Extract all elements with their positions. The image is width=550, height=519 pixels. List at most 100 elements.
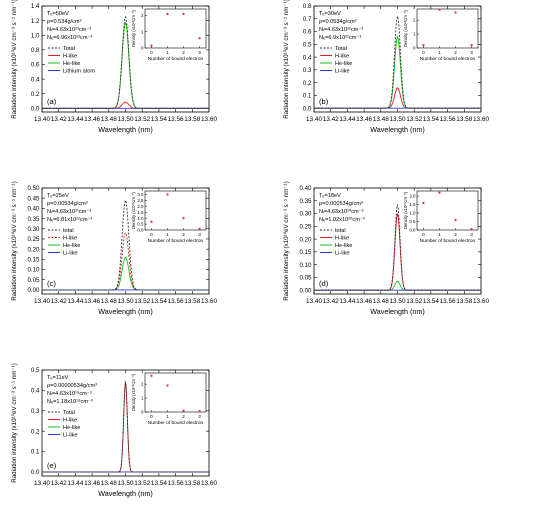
y-tick-label: 1.2 xyxy=(31,18,40,25)
param-text: Nₑ=6.81x10²¹cm⁻³ xyxy=(47,217,92,223)
x-tick-label: 13.44 xyxy=(67,116,83,123)
y-axis-label: Radiation intensity (x10¹⁰eV cm⁻³ s⁻¹ nm… xyxy=(11,0,18,119)
inset-x-tick-label: 2 xyxy=(182,414,185,419)
param-text: Nₑ=1.02x10²⁰cm⁻³ xyxy=(319,216,365,223)
y-tick-label: 0.50 xyxy=(27,185,40,192)
x-tick-label: 13.44 xyxy=(339,298,355,305)
x-tick-label: 13.58 xyxy=(456,116,472,123)
inset-y-tick-label: 2 xyxy=(141,13,144,18)
x-tick-label: 13.48 xyxy=(101,298,117,305)
x-tick-label: 13.48 xyxy=(101,116,117,123)
legend-label: Li-like xyxy=(63,433,78,439)
inset-x-tick-label: 3 xyxy=(470,232,473,237)
inset-frame xyxy=(144,372,207,413)
legend-label: He-like xyxy=(63,243,80,249)
inset-data-point xyxy=(182,217,185,220)
y-axis-label: Radiation intensity (x10¹⁰eV cm⁻³ s⁻¹ nm… xyxy=(11,181,18,301)
inset-x-axis-label: Number of bound electron xyxy=(148,420,204,426)
x-tick-label: 13.52 xyxy=(406,298,422,305)
x-tick-label: 13.60 xyxy=(201,298,217,305)
panel-label: (b) xyxy=(319,97,329,106)
inset-y-axis-label: Density (x10²²cm⁻³) xyxy=(403,10,408,47)
inset-data-point xyxy=(166,384,169,387)
inset-data-point xyxy=(198,227,201,230)
y-tick-label: 0.0 xyxy=(303,105,312,112)
series-line xyxy=(314,280,481,291)
x-tick-label: 13.50 xyxy=(390,298,406,305)
y-tick-label: 0.30 xyxy=(27,226,40,233)
x-tick-label: 13.54 xyxy=(151,298,167,305)
x-tick-label: 13.48 xyxy=(101,480,117,487)
inset-data-point xyxy=(150,220,153,223)
inset-frame xyxy=(416,8,479,49)
inset-data-point xyxy=(454,218,457,221)
y-tick-label: 0.00 xyxy=(299,287,312,294)
x-tick-label: 13.50 xyxy=(118,480,134,487)
x-tick-label: 13.60 xyxy=(201,116,217,123)
chart-panel: 13.40 13.42 13.44 13.46 13.48 13.50 13.52 13.54… xyxy=(11,181,217,316)
x-tick-label: 13.46 xyxy=(84,480,100,487)
inset-x-tick-label: 3 xyxy=(198,232,201,237)
inset-data-point xyxy=(182,12,185,15)
y-tick-label: 0.2 xyxy=(31,91,40,98)
inset-data-point xyxy=(422,44,425,47)
x-tick-label: 13.58 xyxy=(184,298,200,305)
x-tick-label: 13.56 xyxy=(440,298,456,305)
y-tick-label: 0.15 xyxy=(27,257,40,264)
x-tick-label: 13.46 xyxy=(356,116,372,123)
x-tick-label: 13.46 xyxy=(356,298,372,305)
inset-y-tick-label: 2.5 xyxy=(137,198,144,203)
legend-label: Li-like xyxy=(335,251,350,257)
x-tick-label: 13.46 xyxy=(84,298,100,305)
series-line xyxy=(42,15,209,109)
x-tick-label: 13.48 xyxy=(373,298,389,305)
inset-x-tick-label: 2 xyxy=(454,232,457,237)
x-tick-label: 13.44 xyxy=(339,116,355,123)
inset-data-point xyxy=(198,410,201,413)
legend-label: He-like xyxy=(63,425,80,431)
x-axis-label: Wavelength (nm) xyxy=(370,125,424,134)
series-line xyxy=(42,198,209,291)
x-tick-label: 13.54 xyxy=(423,116,439,123)
x-tick-label: 13.58 xyxy=(184,116,200,123)
y-tick-label: 0.45 xyxy=(27,195,40,202)
param-text: Tₑ=11eV xyxy=(47,375,69,381)
y-tick-label: 0.4 xyxy=(303,54,312,61)
inset-y-tick-label: 3.0 xyxy=(137,192,144,197)
y-tick-label: 0.30 xyxy=(299,211,312,218)
inset-y-axis-label: Density (x10²³cm⁻³) xyxy=(131,10,136,47)
inset-x-tick-label: 3 xyxy=(198,50,201,55)
y-tick-label: 0.10 xyxy=(299,262,312,269)
x-tick-label: 13.52 xyxy=(134,298,150,305)
param-text: ρ=0.534g/cm³ xyxy=(47,19,82,25)
inset-x-tick-label: 1 xyxy=(438,50,441,55)
y-tick-label: 0.4 xyxy=(31,76,40,83)
series-line xyxy=(314,16,481,109)
inset-x-tick-label: 0 xyxy=(150,50,153,55)
x-tick-label: 13.40 xyxy=(34,298,50,305)
inset-x-tick-label: 3 xyxy=(470,50,473,55)
x-tick-label: 13.56 xyxy=(168,116,184,123)
legend-label: H-like xyxy=(63,418,77,424)
y-tick-label: 0.4 xyxy=(31,388,40,395)
x-tick-label: 13.44 xyxy=(67,480,83,487)
inset-x-tick-label: 0 xyxy=(150,232,153,237)
inset-x-tick-label: 1 xyxy=(438,232,441,237)
param-text: Nᵢ=4.63x10²¹cm⁻³ xyxy=(47,209,91,215)
inset-y-tick-label: 0 xyxy=(141,46,144,51)
y-tick-label: 0.20 xyxy=(27,246,40,253)
inset-x-tick-label: 3 xyxy=(198,414,201,419)
legend-label: total xyxy=(335,228,346,234)
legend-label: H-like xyxy=(335,236,349,242)
x-tick-label: 13.40 xyxy=(306,116,322,123)
legend-label: Li-like xyxy=(63,251,78,257)
chart-panel: 13.40 13.42 13.44 13.46 13.48 13.50 13.52 13.54… xyxy=(11,0,217,134)
y-axis-label: Radiation intensity (x10¹⁰eV cm⁻³ s⁻¹ nm… xyxy=(283,0,290,119)
inset-y-axis-label: Density (x10¹⁹cm⁻³) xyxy=(131,373,136,411)
x-tick-label: 13.40 xyxy=(34,116,50,123)
panel-label: (d) xyxy=(319,279,329,288)
y-tick-label: 0.05 xyxy=(27,277,40,284)
x-tick-label: 13.58 xyxy=(456,298,472,305)
panel-label: (c) xyxy=(47,279,56,288)
y-tick-label: 0.3 xyxy=(31,408,40,415)
